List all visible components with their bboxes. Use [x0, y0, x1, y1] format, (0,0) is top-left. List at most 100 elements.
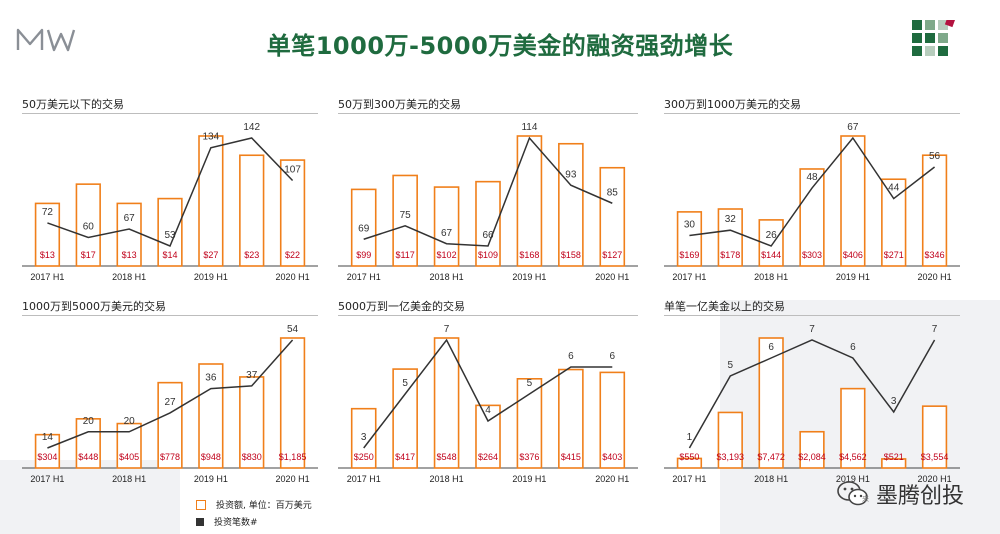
count-label: 5	[728, 360, 734, 371]
bar-value-label: $304	[37, 452, 57, 462]
bar	[350, 188, 377, 267]
bar-value-label: $417	[395, 452, 415, 462]
bar-value-label: $27	[203, 250, 218, 260]
bar	[799, 430, 825, 469]
count-label: 7	[809, 324, 815, 335]
legend-swatch-line	[196, 517, 204, 526]
chart-panel-5: 5000万到一亿美金的交易 $250 2017 H1 $417 $548 2018 H1…	[338, 298, 638, 490]
bar-value-label: $271	[884, 250, 904, 260]
bar-value-label: $778	[160, 452, 180, 462]
count-label: 56	[929, 151, 941, 162]
bar	[558, 142, 584, 267]
divider	[338, 113, 638, 114]
x-tick-label: 2017 H1	[30, 474, 64, 484]
bar	[840, 135, 866, 267]
count-label: 72	[42, 207, 54, 218]
bar-value-label: $250	[354, 452, 374, 462]
count-label: 20	[124, 416, 136, 427]
count-label: 5	[402, 378, 408, 389]
chart-svg: $169 2017 H1 $178 $144 2018 H1 $303 $406 2019 H…	[664, 122, 960, 282]
x-tick-label: 2020 H1	[918, 474, 952, 484]
bar	[717, 411, 743, 469]
divider	[338, 315, 638, 316]
count-line	[363, 136, 613, 247]
count-label: 69	[358, 223, 370, 234]
x-tick-label: 2018 H1	[112, 272, 146, 282]
bar-value-label: $158	[561, 250, 581, 260]
bar	[279, 159, 306, 267]
bar	[676, 211, 703, 267]
count-label: 142	[243, 122, 260, 133]
x-tick-label: 2020 H1	[276, 272, 310, 282]
bar-value-label: $178	[720, 250, 740, 260]
bar-value-label: $7,472	[757, 452, 785, 462]
bar	[34, 433, 61, 469]
count-label: 53	[164, 230, 176, 241]
bar-value-label: $406	[843, 250, 863, 260]
chart-panel-2: 50万到300万美元的交易 $99 2017 H1 $117 $102 2018 H1 $…	[338, 96, 638, 288]
count-line	[363, 338, 613, 449]
x-tick-label: 2020 H1	[918, 272, 952, 282]
chart-title: 50万到300万美元的交易	[338, 98, 461, 111]
bar-value-label: $376	[519, 452, 539, 462]
count-label: 67	[847, 122, 859, 133]
x-tick-label: 2020 H1	[595, 272, 629, 282]
bar-value-label: $521	[884, 452, 904, 462]
watermark: 墨腾创投	[836, 478, 964, 510]
x-tick-label: 2019 H1	[836, 272, 870, 282]
count-label: 48	[806, 172, 818, 183]
count-label: 67	[124, 213, 136, 224]
bar-value-label: $830	[242, 452, 262, 462]
bar-value-label: $303	[802, 250, 822, 260]
divider	[22, 315, 318, 316]
count-label: 54	[287, 324, 299, 335]
x-tick-label: 2017 H1	[30, 272, 64, 282]
bar	[279, 337, 306, 469]
watermark-text: 墨腾创投	[876, 484, 965, 509]
x-tick-label: 2019 H1	[194, 272, 228, 282]
legend-label: 投资笔数#	[214, 518, 258, 528]
chart-svg: $99 2017 H1 $117 $102 2018 H1 $109 $168 2019 H1…	[338, 122, 638, 282]
bar	[392, 174, 418, 267]
bar	[75, 183, 101, 267]
bar-value-label: $99	[356, 250, 371, 260]
count-label: 75	[400, 210, 412, 221]
chart-title: 5000万到一亿美金的交易	[338, 300, 465, 313]
bar	[599, 166, 626, 267]
bar-value-label: $550	[679, 452, 699, 462]
count-label: 6	[850, 342, 856, 353]
x-tick-label: 2017 H1	[672, 272, 706, 282]
count-label: 20	[83, 416, 95, 427]
x-tick-label: 2019 H1	[512, 474, 546, 484]
bar	[717, 208, 743, 267]
bar-value-label: $102	[437, 250, 457, 260]
bar-value-label: $23	[244, 250, 259, 260]
x-tick-label: 2017 H1	[672, 474, 706, 484]
divider	[664, 113, 960, 114]
bar-value-label: $22	[285, 250, 300, 260]
bar	[198, 135, 224, 267]
bar	[239, 154, 265, 267]
count-line	[47, 339, 294, 449]
x-tick-label: 2018 H1	[112, 474, 146, 484]
bar	[198, 363, 224, 469]
count-line	[47, 137, 294, 247]
bar-value-label: $127	[602, 250, 622, 260]
chart-panel-3: 300万到1000万美元的交易 $169 2017 H1 $178 $144 2018 …	[664, 96, 960, 288]
bar-value-label: $1,185	[279, 452, 307, 462]
chart-svg: $304 2017 H1 $448 $405 2018 H1 $778 $948 2019 H…	[22, 324, 318, 484]
x-tick-label: 2019 H1	[194, 474, 228, 484]
count-label: 67	[441, 228, 453, 239]
bar-value-label: $169	[679, 250, 699, 260]
bar-value-label: $117	[395, 250, 414, 260]
bar-value-label: $948	[201, 452, 221, 462]
count-label: 27	[164, 397, 176, 408]
bar	[758, 219, 784, 267]
count-label: 66	[482, 230, 494, 241]
bar-value-label: $405	[119, 452, 139, 462]
chart-title: 50万美元以下的交易	[22, 98, 124, 111]
bar	[881, 458, 907, 469]
bar	[157, 197, 183, 267]
count-label: 93	[565, 169, 577, 180]
bar	[921, 154, 948, 267]
